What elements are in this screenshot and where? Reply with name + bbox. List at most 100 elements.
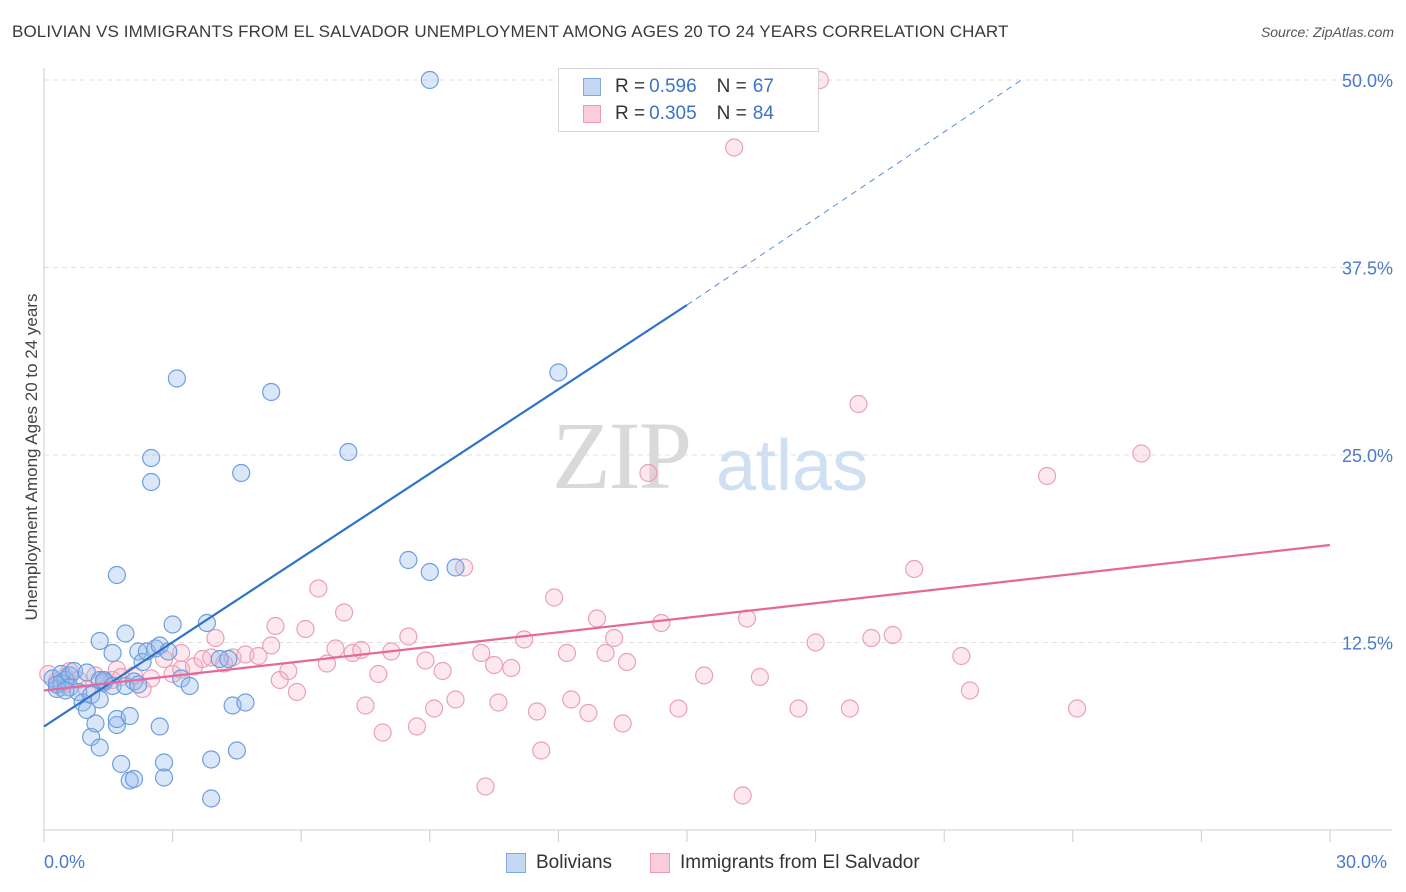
legend-row-bolivians: R = 0.596 N = 67 (583, 75, 774, 99)
trend-lines (43, 79, 1331, 728)
legend-r-label: R = (615, 76, 646, 97)
series-bolivians-points (43, 70, 568, 808)
el-salvador-point (557, 643, 577, 663)
el-salvador-point (596, 643, 615, 663)
el-salvador-point (527, 702, 547, 721)
bolivian-point (163, 615, 182, 634)
axis-layer (43, 68, 1392, 842)
legend-n-value: 67 (752, 76, 774, 97)
bolivians-trend-line (43, 304, 688, 728)
el-salvador-point (206, 628, 225, 648)
el-salvador-point (532, 741, 551, 760)
el-salvador-trend-line (43, 543, 1331, 692)
el-salvador-point (326, 639, 345, 658)
el-salvador-point (806, 633, 825, 652)
legend-item-el-salvador[interactable]: Immigrants from El Salvador (650, 850, 920, 876)
el-salvador-point (433, 661, 452, 681)
watermark-zip: ZIP (552, 402, 690, 509)
bolivian-point (150, 717, 169, 736)
el-salvador-point (587, 609, 607, 628)
bolivian-point (77, 700, 96, 720)
y-tick-label: 50.0% (1342, 71, 1393, 91)
legend-row-el-salvador: R = 0.305 N = 84 (583, 102, 774, 126)
legend-label-el-salvador: Immigrants from El Salvador (680, 852, 920, 873)
bolivian-point (107, 715, 126, 735)
y-tick-label: 25.0% (1342, 446, 1393, 466)
el-salvador-point (669, 699, 688, 718)
bolivian-point (339, 442, 358, 462)
legend-r-value: 0.596 (649, 76, 697, 97)
bolivian-point (124, 769, 144, 789)
bolivian-point (116, 624, 135, 643)
bolivian-point (446, 558, 465, 577)
bolivian-point (227, 741, 246, 760)
el-salvador-point (309, 579, 328, 598)
bolivian-point (202, 789, 221, 808)
el-salvador-point (789, 699, 808, 718)
bolivian-point (90, 631, 109, 651)
el-salvador-point (579, 703, 598, 723)
el-salvador-point (545, 588, 564, 607)
el-salvador-point (266, 616, 285, 636)
bolivian-point (420, 562, 439, 582)
el-salvador-point (249, 646, 268, 666)
bolivian-point (399, 550, 418, 570)
el-salvador-point (1037, 466, 1057, 486)
el-salvador-point (262, 636, 281, 655)
el-salvador-point (356, 696, 375, 715)
el-salvador-point (424, 699, 444, 718)
bolivian-point (112, 754, 131, 774)
el-salvador-point (369, 664, 388, 684)
legend-swatch-pink (650, 853, 670, 873)
bolivian-point (142, 472, 161, 492)
bolivian-point (420, 70, 439, 90)
chart-title: BOLIVIAN VS IMMIGRANTS FROM EL SALVADOR … (12, 22, 1009, 41)
bolivian-point (202, 750, 221, 769)
el-salvador-point (502, 658, 521, 678)
bolivian-point (56, 681, 75, 700)
el-salvador-point (695, 666, 714, 685)
bolivian-point (86, 714, 105, 733)
bolivian-point (167, 369, 186, 388)
el-salvador-point (296, 619, 315, 639)
legend-item-bolivians[interactable]: Bolivians (506, 850, 612, 876)
el-salvador-point (446, 690, 465, 709)
y-tick-label: 37.5% (1342, 259, 1393, 279)
el-salvador-point (476, 777, 495, 796)
el-salvador-point (617, 652, 637, 672)
el-salvador-point (840, 699, 859, 718)
watermark: ZIP atlas (552, 402, 868, 509)
legend-n-label: N = (716, 103, 747, 124)
el-salvador-point (373, 723, 392, 742)
el-salvador-point (1067, 699, 1087, 718)
legend-swatch-pink (583, 105, 601, 123)
legend-r-value: 0.305 (649, 103, 697, 124)
el-salvador-point (1132, 444, 1151, 463)
legend-n-value: 84 (752, 103, 774, 124)
el-salvador-point (279, 661, 298, 681)
el-salvador-point (725, 138, 744, 157)
el-salvador-point (613, 714, 632, 733)
bolivian-point (90, 738, 109, 757)
y-tick-labels: 12.5% 25.0% 37.5% 50.0% (1342, 71, 1393, 654)
el-salvador-point (489, 693, 508, 712)
el-salvador-point (485, 655, 504, 675)
bolivian-point (103, 643, 122, 663)
el-salvador-point (605, 628, 624, 648)
el-salvador-point (862, 628, 881, 648)
grid-layer (44, 79, 1392, 643)
el-salvador-point (416, 651, 435, 670)
bolivian-point (549, 363, 568, 382)
el-salvador-point (334, 603, 354, 622)
el-salvador-point (905, 559, 924, 579)
bolivian-point (120, 706, 139, 726)
el-salvador-point (399, 627, 418, 646)
legend-swatch-blue (583, 78, 601, 96)
bolivian-point (154, 768, 174, 787)
legend-swatch-blue (506, 853, 526, 873)
bolivian-point (236, 693, 255, 712)
el-salvador-point (515, 630, 534, 649)
bolivian-point (142, 448, 161, 468)
x-tick-label-min: 0.0% (44, 852, 86, 872)
